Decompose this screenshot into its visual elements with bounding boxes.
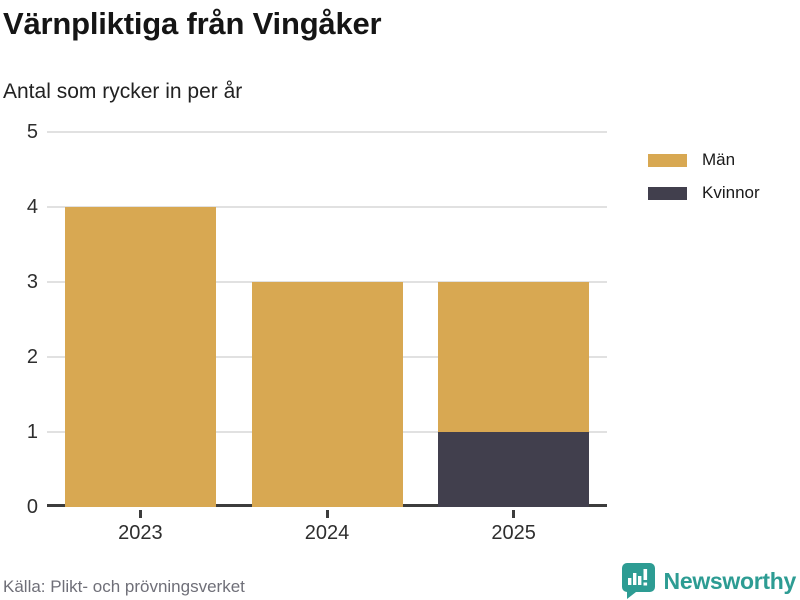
- bar-segment-män-2023: [64, 207, 216, 507]
- x-axis-label-2023: 2023: [118, 522, 163, 544]
- y-axis-label-1: 1: [26, 421, 38, 443]
- chart-area: 0 1 2 3 4 5 2023 2024 2025: [0, 121, 620, 544]
- y-axis-label-4: 4: [26, 196, 38, 218]
- y-axis-label-5: 5: [26, 121, 38, 143]
- x-axis-tick-2025: [512, 510, 516, 518]
- x-axis-tick-2023: [138, 510, 142, 518]
- bar-segment-män-2025: [438, 282, 590, 432]
- x-axis-label-2025: 2025: [491, 522, 536, 544]
- y-axis-label-3: 3: [26, 271, 38, 293]
- legend-swatch-män: [648, 153, 687, 167]
- brand-logo: Newsworthy: [621, 563, 796, 599]
- x-axis-tick-2024: [325, 510, 329, 518]
- legend-swatch-kvinnor: [648, 186, 687, 200]
- source-note: Källa: Plikt- och prövningsverket: [3, 577, 245, 596]
- brand-name: Newsworthy: [663, 567, 797, 594]
- legend: Män Kvinnor: [648, 150, 760, 216]
- bar-segment-män-2024: [251, 282, 403, 507]
- newsworthy-speech-bubble-icon: [621, 563, 655, 599]
- legend-label: Kvinnor: [702, 183, 760, 202]
- legend-label: Män: [702, 150, 736, 169]
- y-axis-label-0: 0: [26, 496, 38, 518]
- y-axis-label-2: 2: [26, 346, 38, 368]
- gridline-5: [47, 131, 607, 133]
- bar-segment-kvinnor-2025: [438, 432, 590, 507]
- chart-subtitle: Antal som rycker in per år: [3, 80, 243, 103]
- legend-item-män: Män: [648, 150, 760, 170]
- legend-item-kvinnor: Kvinnor: [648, 183, 760, 203]
- chart-title: Värnpliktiga från Vingåker: [3, 6, 382, 41]
- gridline-4: [47, 206, 607, 208]
- plot-area: [47, 131, 607, 507]
- x-axis-label-2024: 2024: [304, 522, 350, 544]
